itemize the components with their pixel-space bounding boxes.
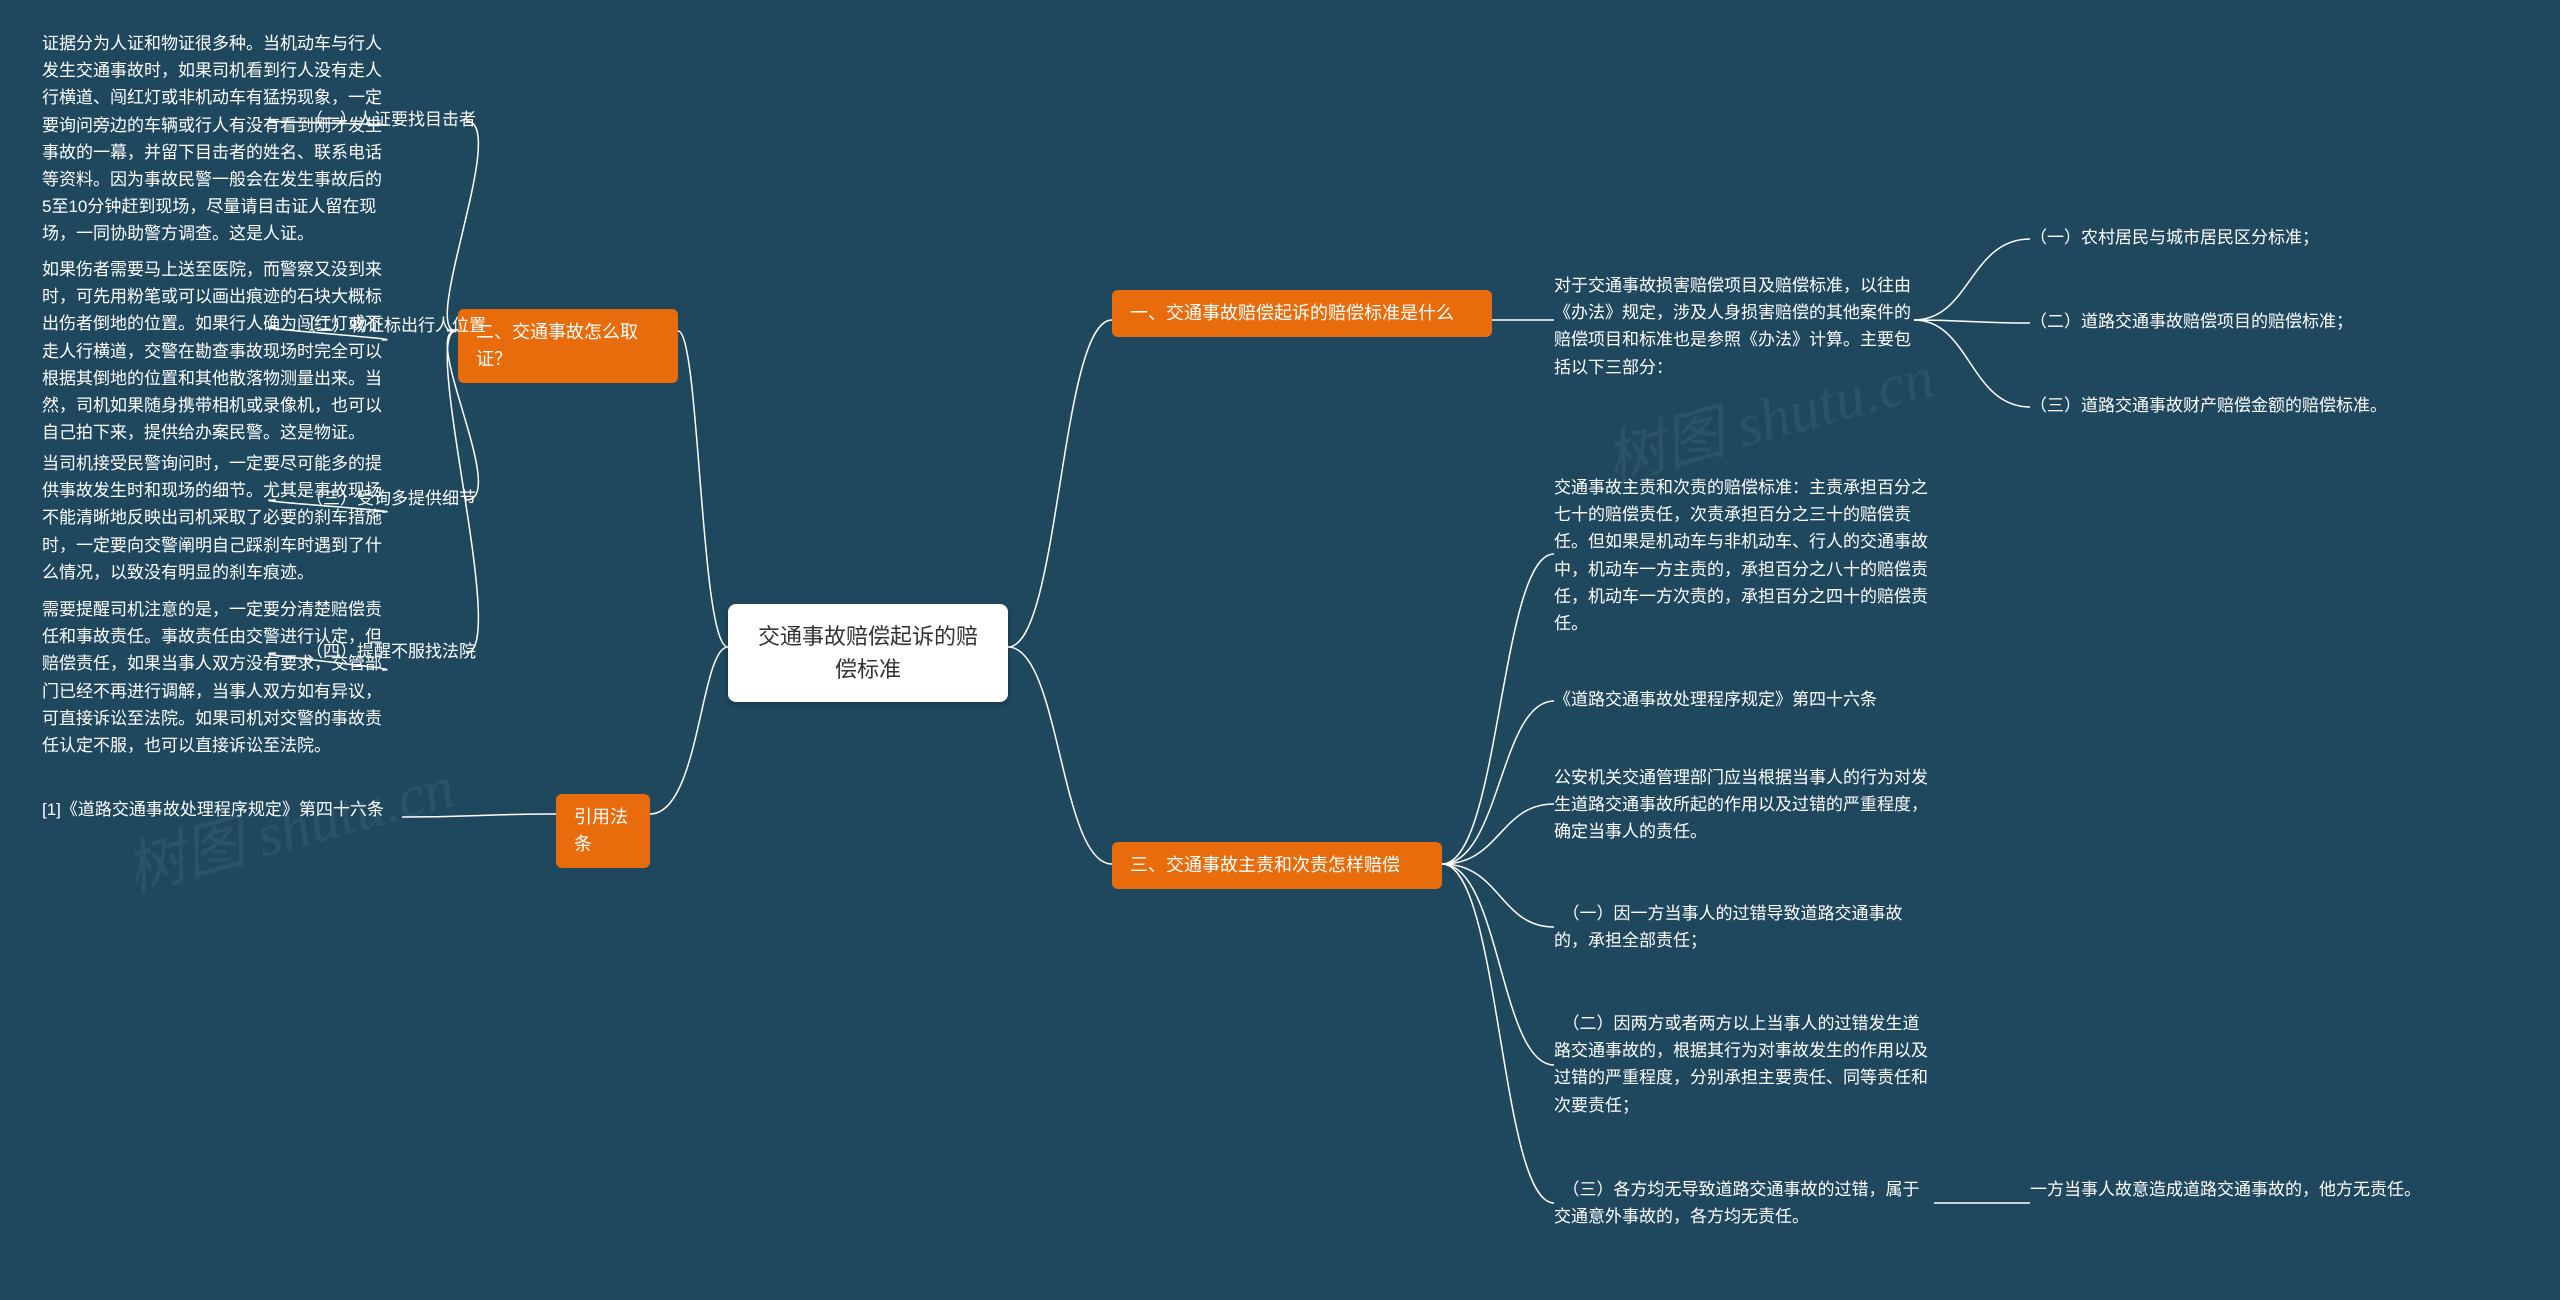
center-node[interactable]: 交通事故赔偿起诉的赔偿标准	[728, 604, 1008, 702]
cite-1: [1]《道路交通事故处理程序规定》第四十六条	[42, 796, 402, 823]
l2-b1: 如果伤者需要马上送至医院，而警察又没到来时，可先用粉笔或可以画出痕迹的石块大概标…	[42, 256, 382, 446]
branch-r1[interactable]: 一、交通事故赔偿起诉的赔偿标准是什么	[1112, 290, 1492, 337]
r1-c: （三）道路交通事故财产赔偿金额的赔偿标准。	[2030, 392, 2460, 419]
r1-a: （一）农村居民与城市居民区分标准；	[2030, 224, 2390, 251]
branch-l2[interactable]: 二、交通事故怎么取证？	[458, 309, 678, 383]
r3-b: 《道路交通事故处理程序规定》第四十六条	[1554, 686, 1934, 713]
branch-cite[interactable]: 引用法条	[556, 794, 650, 868]
r1-desc: 对于交通事故损害赔偿项目及赔偿标准，以往由《办法》规定，涉及人身损害赔偿的其他案…	[1554, 272, 1914, 381]
branch-r3[interactable]: 三、交通事故主责和次责怎样赔偿	[1112, 842, 1442, 889]
l2-c1: 当司机接受民警询问时，一定要尽可能多的提供事故发生时和现场的细节。尤其是事故现场…	[42, 450, 382, 586]
l2-d1: 需要提醒司机注意的是，一定要分清楚赔偿责任和事故责任。事故责任由交警进行认定，但…	[42, 596, 382, 759]
r3-c: 公安机关交通管理部门应当根据当事人的行为对发生道路交通事故所起的作用以及过错的严…	[1554, 764, 1934, 846]
r3-e: （二）因两方或者两方以上当事人的过错发生道路交通事故的，根据其行为对事故发生的作…	[1554, 1010, 1934, 1119]
r1-b: （二）道路交通事故赔偿项目的赔偿标准；	[2030, 308, 2430, 335]
watermark-1: 树图 shutu.cn	[114, 738, 462, 909]
r3-a: 交通事故主责和次责的赔偿标准：主责承担百分之七十的赔偿责任，次责承担百分之三十的…	[1554, 474, 1934, 637]
r3-f: （三）各方均无导致道路交通事故的过错，属于交通意外事故的，各方均无责任。	[1554, 1176, 1934, 1230]
r3-d: （一）因一方当事人的过错导致道路交通事故的，承担全部责任；	[1554, 900, 1934, 954]
r3-f1: 一方当事人故意造成道路交通事故的，他方无责任。	[2030, 1176, 2430, 1203]
l2-a1: 证据分为人证和物证很多种。当机动车与行人发生交通事故时，如果司机看到行人没有走人…	[42, 30, 382, 248]
